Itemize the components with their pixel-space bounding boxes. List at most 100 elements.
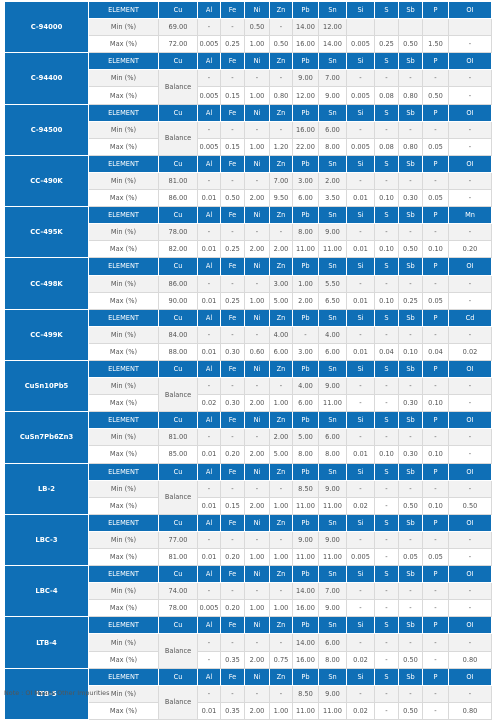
max-value: 0.80 bbox=[398, 137, 423, 156]
min-value: - bbox=[422, 479, 449, 498]
element-symbol: Si bbox=[346, 308, 375, 327]
min-value: - bbox=[448, 479, 492, 498]
element-symbol: S bbox=[374, 0, 399, 20]
element-symbol: Al bbox=[197, 359, 221, 379]
max-value: 0.10 bbox=[374, 445, 399, 464]
min-value: 6.00 bbox=[318, 633, 347, 652]
max-value: 0.02 bbox=[346, 650, 375, 669]
min-value: - bbox=[220, 428, 245, 447]
min-value: 74.00 bbox=[158, 582, 198, 601]
min-value: 3.00 bbox=[269, 274, 293, 293]
max-value: 11.00 bbox=[318, 547, 347, 567]
element-symbol: Sb bbox=[398, 411, 423, 430]
max-value: 3.00 bbox=[292, 342, 319, 361]
element-symbol: S bbox=[374, 308, 399, 327]
element-symbol: Cu bbox=[158, 616, 198, 635]
element-symbol: S bbox=[374, 411, 399, 430]
max-value: - bbox=[197, 650, 221, 669]
max-value: 11.00 bbox=[292, 547, 319, 567]
min-row: Min (%) 86.00- - -3.00 1.00 5.50- - - - - bbox=[5, 274, 492, 293]
max-value: 0.01 bbox=[346, 240, 375, 259]
min-value: - bbox=[197, 171, 221, 191]
element-symbol: Sn bbox=[318, 206, 347, 225]
max-value: 6.00 bbox=[292, 189, 319, 208]
min-label: Min (%) bbox=[88, 479, 159, 498]
element-symbol: S bbox=[374, 565, 399, 584]
min-value: 69.00 bbox=[158, 18, 198, 37]
element-symbol: Fe bbox=[220, 411, 245, 430]
element-symbol: Pb bbox=[292, 103, 319, 122]
min-value: - bbox=[398, 120, 423, 139]
max-value: 0.05 bbox=[422, 547, 449, 567]
element-symbol: Al bbox=[197, 616, 221, 635]
element-symbol: Ni bbox=[244, 154, 270, 173]
min-value: - bbox=[220, 18, 245, 37]
min-value: 6.00 bbox=[318, 120, 347, 139]
grade-name: LBC-4 bbox=[4, 565, 89, 618]
element-symbol: Ni bbox=[244, 411, 270, 430]
grade-name: CC-495K bbox=[4, 206, 89, 259]
max-value: 0.005 bbox=[346, 137, 375, 156]
element-symbol: Fe bbox=[220, 308, 245, 327]
element-symbol: Si bbox=[346, 103, 375, 122]
min-label: Min (%) bbox=[88, 530, 159, 550]
element-symbol: Zn bbox=[269, 565, 293, 584]
max-value: - bbox=[448, 137, 492, 156]
max-row: Max (%) 0.02 0.30 2.00 1.00 6.00 11.00- -0.30 0.… bbox=[5, 394, 492, 413]
element-symbol: Ni bbox=[244, 0, 270, 20]
element-symbol: Ni bbox=[244, 616, 270, 635]
max-value: 6.00 bbox=[269, 342, 293, 361]
max-value: 11.00 bbox=[292, 240, 319, 259]
max-value: - bbox=[374, 394, 399, 413]
min-value: 9.00 bbox=[318, 530, 347, 550]
element-symbol: OI bbox=[448, 462, 492, 481]
element-symbol: P bbox=[422, 513, 449, 532]
max-label: Max (%) bbox=[88, 599, 159, 618]
composition-table: C-94000 ELEMENT Cu Al Fe Ni Zn Pb Sn Si S Sb P OI Min … bbox=[4, 0, 492, 720]
max-row: Max (%) 86.00 0.01 0.50 2.00 9.50 6.00 3.50 0.01… bbox=[5, 189, 492, 208]
element-symbol: Cu bbox=[158, 52, 198, 71]
max-value: 0.02 bbox=[448, 342, 492, 361]
element-symbol: Zn bbox=[269, 411, 293, 430]
element-symbol: S bbox=[374, 154, 399, 173]
element-header-row: LB-2 ELEMENT Cu Al Fe Ni Zn Pb Sn Si S Sb P OI bbox=[4, 462, 492, 515]
min-value: - bbox=[197, 274, 221, 293]
element-label: ELEMENT bbox=[88, 565, 159, 584]
element-symbol: Sb bbox=[398, 257, 423, 276]
element-symbol: OI bbox=[448, 565, 492, 584]
element-symbol: Zn bbox=[269, 154, 293, 173]
min-value: - bbox=[422, 377, 449, 396]
element-symbol: OI bbox=[448, 411, 492, 430]
element-symbol: S bbox=[374, 257, 399, 276]
max-value: 0.08 bbox=[374, 86, 399, 105]
min-value: 2.00 bbox=[269, 428, 293, 447]
element-symbol: Fe bbox=[220, 667, 245, 686]
min-value: - bbox=[422, 633, 449, 652]
min-value: - bbox=[374, 479, 399, 498]
element-symbol: P bbox=[422, 462, 449, 481]
balance-cell: Balance bbox=[158, 684, 198, 720]
element-symbol: P bbox=[422, 0, 449, 20]
max-label: Max (%) bbox=[88, 394, 159, 413]
min-row: Min (%) Balance - - - -4.00 9.00- - - - - bbox=[5, 377, 492, 413]
max-value: 0.30 bbox=[398, 445, 423, 464]
max-row: Max (%) 0.005 0.15 1.00 1.20 22.00 8.00 0.005 0.… bbox=[5, 137, 492, 156]
max-value: 6.50 bbox=[318, 291, 347, 310]
min-value: - bbox=[374, 171, 399, 191]
max-label: Max (%) bbox=[88, 240, 159, 259]
max-row: Max (%) 0.01 0.15 2.00 1.00 11.00 11.00 0.02-0.… bbox=[5, 496, 492, 515]
min-value: - bbox=[422, 582, 449, 601]
min-value: - bbox=[220, 530, 245, 550]
min-value: - bbox=[374, 582, 399, 601]
max-value: - bbox=[346, 599, 375, 618]
element-symbol: S bbox=[374, 52, 399, 71]
min-value: - bbox=[220, 479, 245, 498]
min-value: - bbox=[244, 479, 270, 498]
element-symbol: P bbox=[422, 565, 449, 584]
element-symbol: Fe bbox=[220, 103, 245, 122]
min-value: 6.00 bbox=[318, 428, 347, 447]
min-value: 78.00 bbox=[158, 223, 198, 242]
element-symbol: Ni bbox=[244, 565, 270, 584]
max-row: Max (%) 90.00 0.01 0.25 1.00 5.00 2.00 6.50 0.01… bbox=[5, 291, 492, 310]
grade-name: CC-499K bbox=[4, 308, 89, 361]
